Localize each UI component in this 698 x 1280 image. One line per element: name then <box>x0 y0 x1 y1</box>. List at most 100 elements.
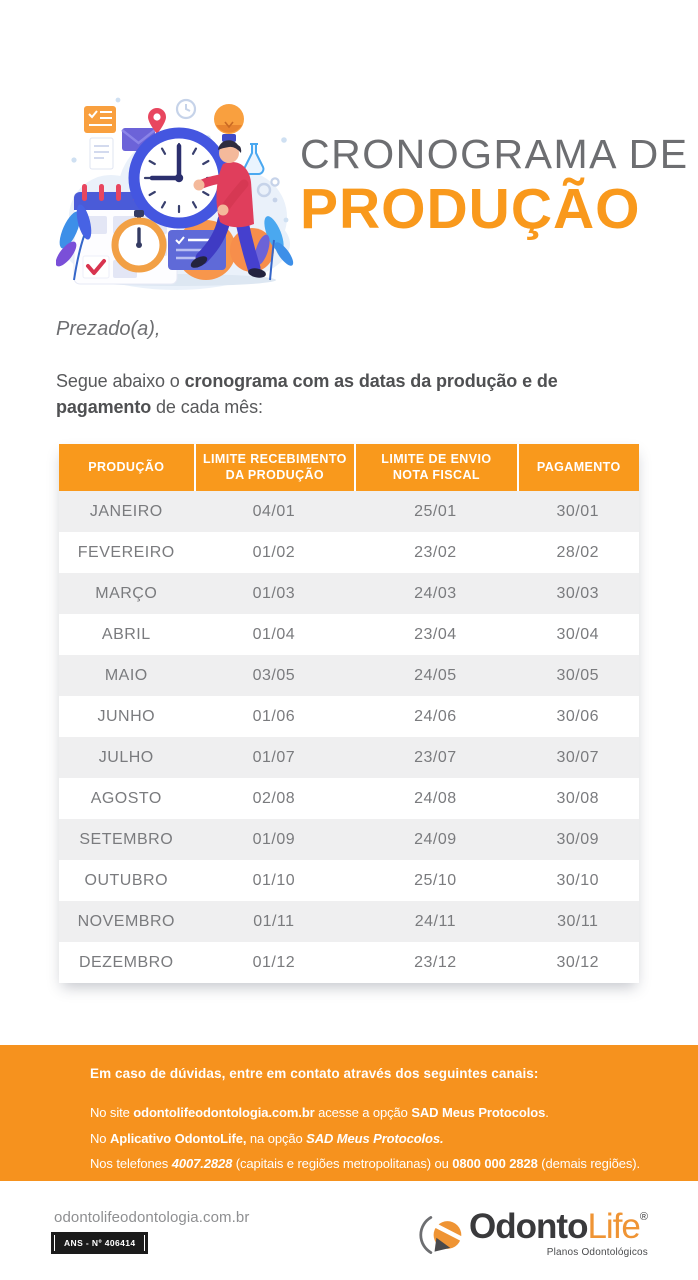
month-cell: MARÇO <box>95 584 158 602</box>
month-cell: SETEMBRO <box>79 830 174 848</box>
person-figure <box>190 140 266 278</box>
month-cell: JUNHO <box>97 707 156 725</box>
contact-lines: No site odontolifeodontologia.com.br ace… <box>90 1104 668 1174</box>
date-cell: 30/12 <box>556 953 600 971</box>
date-cell: 30/01 <box>556 502 600 520</box>
date-cell: 04/01 <box>252 502 296 520</box>
intro-text: Segue abaixo o <box>56 371 185 391</box>
contact-line-segment: 4007.2828 <box>171 1155 233 1171</box>
header-illustration <box>56 97 294 290</box>
contact-line-segment: No <box>90 1130 110 1146</box>
month-cell: NOVEMBRO <box>77 912 175 930</box>
stopwatch-icon <box>111 210 167 273</box>
gear-icon <box>256 177 280 203</box>
salutation: Prezado(a), <box>56 318 161 340</box>
contact-line: Nos telefones 4007.2828 (capitais e regi… <box>90 1155 668 1174</box>
intro-paragraph: Segue abaixo o cronograma com as datas d… <box>56 368 648 420</box>
date-cell: 30/03 <box>556 584 600 602</box>
plant-left <box>56 204 92 281</box>
date-cell: 30/07 <box>556 748 600 766</box>
odontolife-logo: OdontoLife® Planos Odontológicos <box>417 1209 648 1259</box>
contact-line-segment: . <box>545 1105 549 1121</box>
date-cell: 28/02 <box>556 543 600 561</box>
date-cell: 24/06 <box>414 707 457 725</box>
contact-line: No site odontolifeodontologia.com.br ace… <box>90 1104 668 1123</box>
table-row: MAIO 03/05 24/05 30/05 <box>59 655 639 697</box>
note-icon <box>84 106 116 133</box>
date-cell: 23/02 <box>414 543 457 561</box>
page-title: CRONOGRAMA DE PRODUÇÃO <box>300 132 689 240</box>
date-cell: 24/03 <box>414 584 457 602</box>
date-cell: 30/06 <box>556 707 600 725</box>
table-row: JULHO 01/07 23/07 30/07 <box>59 737 639 779</box>
map-pin-icon <box>148 108 166 134</box>
contact-line-segment: acesse a opção <box>314 1105 412 1121</box>
table-header-row: PRODUÇÃO LIMITE RECEBIMENTO DA PRODUÇÃO … <box>59 444 639 492</box>
table-row: NOVEMBRO 01/11 24/11 30/11 <box>59 901 639 943</box>
table-row: OUTUBRO 01/10 25/10 30/10 <box>59 860 639 902</box>
contact-box: Em caso de dúvidas, entre em contato atr… <box>0 1045 698 1182</box>
small-clock-icon <box>175 98 197 120</box>
month-cell: JULHO <box>98 748 154 766</box>
column-header-limite-recebimento: LIMITE RECEBIMENTO DA PRODUÇÃO <box>193 444 355 492</box>
contact-line-segment: (demais regiões). <box>537 1155 641 1171</box>
date-cell: 30/09 <box>556 830 600 848</box>
date-cell: 30/04 <box>556 625 600 643</box>
odontolife-logo-mark <box>419 1216 465 1255</box>
table-row: JUNHO 01/06 24/06 30/06 <box>59 696 639 738</box>
hero: CRONOGRAMA DE PRODUÇÃO <box>0 0 698 292</box>
ans-registration-badge: ANS - Nº 406414 <box>50 1232 149 1255</box>
month-cell: MAIO <box>104 666 148 684</box>
month-cell: JANEIRO <box>89 502 163 520</box>
date-cell: 30/10 <box>556 871 600 889</box>
date-cell: 01/10 <box>252 871 296 889</box>
contact-line-segment: Aplicativo OdontoLife, <box>109 1130 247 1146</box>
contact-line-segment: SAD Meus Protocolos. <box>306 1130 444 1146</box>
logo-tagline: Planos Odontológicos <box>546 1247 648 1259</box>
date-cell: 23/04 <box>414 625 457 643</box>
date-cell: 01/09 <box>252 830 296 848</box>
intro-section: Prezado(a), Segue abaixo o cronograma co… <box>56 318 648 420</box>
date-cell: 01/04 <box>252 625 296 643</box>
schedule-table-body: JANEIRO 04/01 25/01 30/01 FEVEREIRO 01/02 23/0… <box>59 491 639 984</box>
date-cell: 25/10 <box>414 871 457 889</box>
month-cell: AGOSTO <box>90 789 162 807</box>
lightbulb-icon <box>214 104 244 146</box>
date-cell: 30/08 <box>556 789 600 807</box>
date-cell: 24/09 <box>414 830 457 848</box>
month-cell: ABRIL <box>101 625 151 643</box>
contact-line-segment: odontolifeodontologia.com.br <box>133 1105 315 1121</box>
contact-heading: Em caso de dúvidas, entre em contato atr… <box>90 1066 539 1082</box>
date-cell: 01/02 <box>252 543 296 561</box>
table-row: AGOSTO 02/08 24/08 30/08 <box>59 778 639 820</box>
intro-text: de cada mês: <box>151 397 263 418</box>
date-cell: 23/12 <box>414 953 457 971</box>
title-line-2: PRODUÇÃO <box>300 177 641 242</box>
month-cell: FEVEREIRO <box>77 543 175 561</box>
column-header-limite-envio: LIMITE DE ENVIO NOTA FISCAL <box>354 444 516 492</box>
date-cell: 24/05 <box>414 666 457 684</box>
footer-left: odontolifeodontologia.com.br ANS - Nº 40… <box>50 1209 249 1255</box>
column-header-pagamento: PAGAMENTO <box>516 444 639 492</box>
contact-line-segment: na opção <box>246 1130 307 1146</box>
month-cell: DEZEMBRO <box>78 953 174 971</box>
intro-text-bold: cronograma com as datas da produção e de… <box>56 371 558 418</box>
paper-icon <box>89 137 114 170</box>
checkmark-icon <box>86 259 106 275</box>
date-cell: 30/11 <box>557 912 599 930</box>
contact-line-segment: 0800 000 2828 <box>452 1155 538 1171</box>
table-row: DEZEMBRO 01/12 23/12 30/12 <box>59 942 639 984</box>
date-cell: 01/03 <box>252 584 296 602</box>
contact-line-segment: (capitais e regiões metropolitanas) ou <box>232 1155 453 1171</box>
date-cell: 01/06 <box>252 707 296 725</box>
date-cell: 01/07 <box>252 748 296 766</box>
schedule-table: PRODUÇÃO LIMITE RECEBIMENTO DA PRODUÇÃO … <box>59 444 639 984</box>
date-cell: 01/11 <box>253 912 295 930</box>
date-cell: 25/01 <box>414 502 457 520</box>
table-row: SETEMBRO 01/09 24/09 30/09 <box>59 819 639 861</box>
logo-odonto: Odonto <box>469 1207 588 1247</box>
date-cell: 30/05 <box>556 666 600 684</box>
table-row: JANEIRO 04/01 25/01 30/01 <box>59 491 639 533</box>
logo-life: Life <box>587 1207 640 1247</box>
date-cell: 24/08 <box>414 789 457 807</box>
